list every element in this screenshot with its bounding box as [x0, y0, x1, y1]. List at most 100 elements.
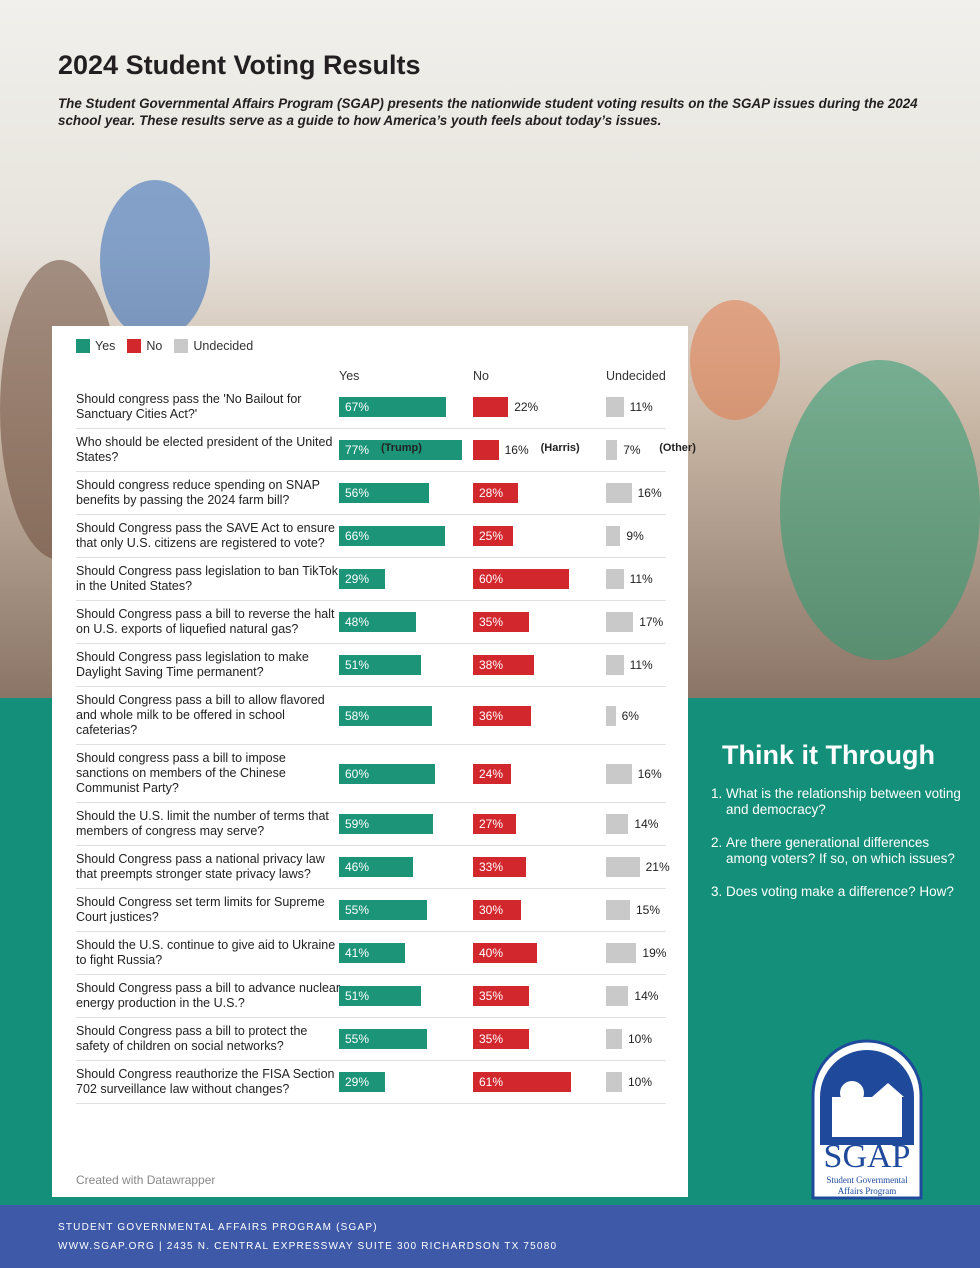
question: Should Congress reauthorize the FISA Sec…	[76, 1067, 335, 1096]
logo: SGAP Student Governmental Affairs Progra…	[811, 1039, 923, 1200]
value-label: 40%	[479, 946, 504, 960]
question: Should Congress pass the SAVE Act to ens…	[76, 521, 335, 550]
value-label: 67%	[345, 400, 370, 414]
bar	[473, 705, 531, 726]
row: Should Congress pass a national privacy …	[76, 846, 670, 889]
bar-cell: 11%	[606, 396, 726, 418]
row: Should Congress pass legislation to make…	[76, 644, 666, 687]
value-label: 55%	[345, 1032, 370, 1046]
logo-line: Affairs Program	[838, 1186, 897, 1196]
bar	[339, 986, 421, 1006]
bar-cell: 58%	[339, 705, 459, 727]
row: Should the U.S. limit the number of term…	[76, 803, 666, 846]
value-label: 9%	[626, 529, 644, 543]
bar	[339, 943, 405, 963]
bar-cell: 16% (Harris)	[473, 439, 593, 461]
question: Should the U.S. limit the number of term…	[76, 809, 329, 838]
bar	[606, 857, 640, 877]
bar-cell: 16%	[606, 763, 726, 785]
bar	[473, 900, 521, 920]
bar-cell: 77% (Trump)	[339, 439, 463, 461]
row: Should congress pass a bill to impose sa…	[76, 745, 666, 803]
bar-cell: 61%	[473, 1071, 593, 1093]
bar	[339, 655, 421, 675]
value-label: 55%	[345, 903, 370, 917]
sidebar-item: Does voting make a difference? How?	[726, 884, 972, 900]
bar	[606, 705, 616, 726]
value-label: 11%	[629, 572, 653, 586]
value-label: 16%	[637, 766, 662, 781]
value-label: 11%	[629, 400, 653, 414]
bar-cell: 29%	[339, 568, 459, 590]
bar	[606, 440, 618, 460]
bar-cell: 15%	[606, 899, 726, 921]
row: Should the U.S. continue to give aid to …	[76, 932, 666, 975]
footer: STUDENT GOVERNMENTAL AFFAIRS PROGRAM (SG…	[0, 1205, 980, 1268]
intro: The Student Governmental Affairs Program…	[58, 96, 918, 128]
value-label: 14%	[634, 817, 659, 831]
logo-name: SGAP	[824, 1138, 911, 1175]
bar-cell: 55%	[339, 899, 459, 921]
legend: Yes No Undecided	[76, 339, 253, 353]
bar	[339, 857, 413, 877]
value-label: 61%	[479, 1075, 504, 1089]
bar-cell: 67%	[339, 396, 459, 418]
bar	[606, 397, 624, 417]
bar-cell: 35%	[473, 985, 593, 1007]
bar-cell: 10%	[606, 1028, 726, 1050]
row: Should Congress pass the SAVE Act to ens…	[76, 515, 666, 558]
bar	[473, 612, 529, 632]
annotation: (Trump)	[381, 442, 422, 454]
value-label: 16%	[504, 443, 529, 457]
bar	[339, 1072, 386, 1092]
value-label: 11%	[629, 658, 653, 672]
bar-cell: 38%	[473, 654, 593, 676]
value-label: 46%	[345, 860, 370, 874]
bar	[473, 569, 569, 589]
bar	[473, 943, 537, 963]
value-label: 35%	[479, 989, 504, 1003]
value-label: 10%	[628, 1032, 653, 1046]
bar-cell: 51%	[339, 654, 459, 676]
bar	[339, 1029, 427, 1049]
bar-cell: 30%	[473, 899, 593, 921]
question: Who should be elected president of the U…	[76, 435, 333, 464]
value-label: 66%	[345, 529, 370, 543]
value-label: 24%	[479, 766, 504, 781]
column-header: Yes	[339, 369, 360, 383]
row: Should Congress pass a bill to allow fla…	[76, 687, 666, 745]
sidebar-item: Are there generational differences among…	[726, 835, 972, 867]
value-label: 51%	[345, 658, 370, 672]
bar	[473, 440, 499, 460]
question: Should the U.S. continue to give aid to …	[76, 938, 336, 967]
photo-shape	[780, 360, 980, 660]
question: Should Congress pass legislation to ban …	[76, 564, 338, 593]
footer-line: STUDENT GOVERNMENTAL AFFAIRS PROGRAM (SG…	[58, 1222, 378, 1233]
question: Should Congress pass a bill to protect t…	[76, 1024, 308, 1053]
bar	[606, 569, 624, 589]
bar	[473, 483, 518, 503]
value-label: 16%	[637, 486, 662, 500]
bar	[606, 612, 634, 632]
bar-cell: 29%	[339, 1071, 459, 1093]
bar	[606, 986, 629, 1006]
legend-label: Yes	[95, 339, 116, 353]
bar	[606, 1072, 622, 1092]
value-label: 38%	[479, 658, 504, 672]
value-label: 60%	[479, 572, 504, 586]
bar	[339, 763, 435, 784]
question: Should congress pass the 'No Bailout for…	[76, 392, 302, 421]
value-label: 30%	[479, 903, 504, 917]
bar-cell: 35%	[473, 1028, 593, 1050]
bar	[473, 986, 529, 1006]
sidebar-title: Think it Through	[722, 740, 935, 770]
bar-cell: 55%	[339, 1028, 459, 1050]
legend-swatch	[76, 339, 90, 353]
chart-rows: Should congress pass the 'No Bailout for…	[76, 386, 696, 1104]
legend-label: Undecided	[193, 339, 254, 353]
bar	[606, 655, 624, 675]
question: Should Congress pass legislation to make…	[76, 650, 309, 679]
value-label: 41%	[345, 946, 370, 960]
bar-cell: 40%	[473, 942, 593, 964]
bar-cell: 56%	[339, 482, 459, 504]
